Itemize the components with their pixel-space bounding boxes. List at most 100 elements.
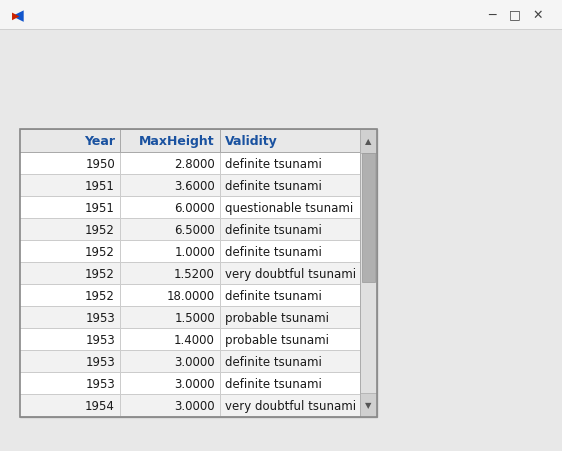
Bar [220,241,221,263]
Bar [220,263,221,285]
Bar [20,263,360,285]
Bar [20,130,377,417]
Bar [20,152,377,154]
Bar [20,395,360,417]
Text: definite tsunami: definite tsunami [225,224,322,237]
Bar [120,263,121,285]
Bar [20,416,360,417]
Text: ▼: ▼ [365,400,371,410]
Bar [20,130,377,417]
Bar [20,307,360,329]
Bar [20,241,360,263]
Text: definite tsunami: definite tsunami [225,246,322,259]
Text: 1953: 1953 [85,356,115,368]
Bar [20,329,360,351]
Text: definite tsunami: definite tsunami [225,356,322,368]
Text: 1952: 1952 [85,290,115,303]
Bar [20,130,377,131]
Text: 1954: 1954 [85,400,115,413]
Text: probable tsunami: probable tsunami [225,334,329,347]
Bar [220,395,221,417]
Bar [220,373,221,395]
Text: Validity: Validity [225,135,278,148]
Text: 3.0000: 3.0000 [174,377,215,391]
Bar [0,30,562,31]
Bar [120,175,121,198]
Text: 1953: 1953 [85,377,115,391]
Bar [220,130,221,154]
Bar [20,350,360,351]
Text: 1.5000: 1.5000 [174,312,215,325]
Bar [20,219,360,220]
Bar [20,351,360,373]
Bar [120,373,121,395]
Bar [120,351,121,373]
Text: □: □ [509,9,521,22]
Bar [120,285,121,307]
Bar [20,175,360,198]
Bar [20,372,360,373]
Text: ─: ─ [488,9,496,22]
Bar [120,154,121,175]
Bar [120,329,121,351]
Bar [220,175,221,198]
Bar [220,329,221,351]
Bar [20,220,360,241]
Text: definite tsunami: definite tsunami [225,377,322,391]
Text: 1953: 1953 [85,334,115,347]
Bar [20,240,360,241]
Text: MaxHeight: MaxHeight [139,135,215,148]
Bar [20,198,360,220]
Bar [20,373,360,395]
Text: ✕: ✕ [533,9,543,22]
Bar [120,220,121,241]
Bar [20,328,360,329]
Text: probable tsunami: probable tsunami [225,312,329,325]
Text: definite tsunami: definite tsunami [225,158,322,171]
Bar [20,306,360,307]
Text: 1952: 1952 [85,224,115,237]
Bar [120,241,121,263]
Text: 3.6000: 3.6000 [174,180,215,193]
Bar [120,395,121,417]
Text: 1.5200: 1.5200 [174,268,215,281]
Bar [0,0,562,30]
Bar [20,197,360,198]
Text: 1951: 1951 [85,180,115,193]
Text: 3.0000: 3.0000 [174,400,215,413]
Text: 6.5000: 6.5000 [174,224,215,237]
Bar [220,220,221,241]
Text: 3.0000: 3.0000 [174,356,215,368]
Bar [220,198,221,220]
Bar [20,130,360,154]
Text: very doubtful tsunami: very doubtful tsunami [225,400,356,413]
Text: definite tsunami: definite tsunami [225,180,322,193]
Text: 1.0000: 1.0000 [174,246,215,259]
Bar [220,154,221,175]
Bar [120,307,121,329]
Text: ▲: ▲ [365,137,371,146]
Bar [220,285,221,307]
Bar [362,154,375,282]
Bar [360,393,377,417]
Text: definite tsunami: definite tsunami [225,290,322,303]
Bar [360,130,377,154]
Text: 1952: 1952 [85,246,115,259]
Bar [220,307,221,329]
Text: ◀: ◀ [12,9,24,23]
Bar [20,394,360,395]
Text: 2.8000: 2.8000 [174,158,215,171]
Bar [360,130,377,417]
Bar [20,262,360,263]
Text: very doubtful tsunami: very doubtful tsunami [225,268,356,281]
Text: questionable tsunami: questionable tsunami [225,202,353,215]
Text: 1951: 1951 [85,202,115,215]
Text: 1952: 1952 [85,268,115,281]
Text: 6.0000: 6.0000 [174,202,215,215]
Bar [120,130,121,154]
Text: 1953: 1953 [85,312,115,325]
Text: ▶: ▶ [12,11,20,21]
Text: 1950: 1950 [85,158,115,171]
Bar [20,285,360,307]
Text: Year: Year [84,135,115,148]
